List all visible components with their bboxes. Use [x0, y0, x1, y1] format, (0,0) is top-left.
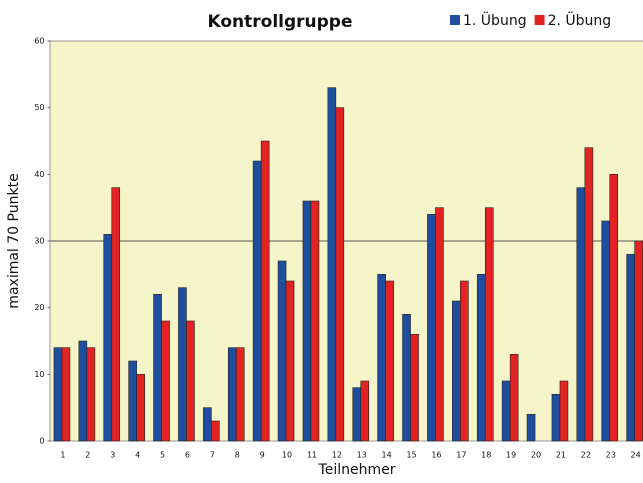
- x-tick-label: 18: [481, 451, 491, 460]
- bar: [161, 320, 170, 442]
- legend-swatch: [534, 15, 545, 25]
- bar: [601, 220, 611, 442]
- bar: [352, 387, 362, 442]
- x-tick-label: 24: [631, 451, 641, 460]
- y-tick-label: 0: [39, 437, 44, 446]
- bar: [584, 147, 594, 442]
- x-axis-label: Teilnehmer: [318, 462, 396, 478]
- bar: [427, 214, 436, 442]
- bar: [501, 380, 511, 442]
- x-tick-label: 6: [185, 451, 190, 460]
- bar: [111, 187, 121, 442]
- bar: [227, 347, 237, 442]
- bar: [211, 420, 220, 442]
- bar: [78, 340, 88, 442]
- bar: [61, 347, 71, 442]
- x-tick-label: 15: [406, 451, 416, 460]
- y-tick-label: 20: [34, 303, 44, 312]
- x-tick-label: 17: [456, 451, 466, 460]
- bar: [360, 380, 370, 442]
- bar: [559, 380, 569, 442]
- bar: [484, 207, 494, 442]
- bar: [302, 200, 312, 442]
- x-tick-label: 20: [531, 451, 541, 460]
- bar: [377, 274, 386, 442]
- bar: [260, 140, 270, 442]
- bar: [103, 234, 113, 442]
- bar: [634, 240, 643, 442]
- y-axis-label: maximal 70 Punkte: [6, 173, 22, 308]
- chart-title: Kontrollgruppe: [207, 12, 352, 32]
- x-tick-label: 22: [581, 451, 591, 460]
- x-tick-label: 8: [235, 451, 240, 460]
- bar: [252, 160, 262, 442]
- x-tick-label: 13: [357, 451, 367, 460]
- x-tick-label: 10: [282, 451, 292, 460]
- bar: [460, 280, 469, 442]
- y-tick-label: 40: [34, 170, 44, 179]
- bar: [526, 414, 536, 442]
- bar: [626, 254, 635, 442]
- x-tick-label: 19: [506, 451, 516, 460]
- legend-swatch: [450, 15, 460, 25]
- bar: [186, 320, 195, 442]
- bar: [609, 174, 619, 442]
- bar: [86, 347, 96, 442]
- y-tick-label: 10: [34, 370, 44, 379]
- x-tick-label: 7: [210, 451, 215, 460]
- bar: [128, 360, 137, 442]
- x-tick-label: 3: [110, 451, 115, 460]
- x-tick-label: 12: [332, 451, 342, 460]
- x-tick-label: 11: [307, 451, 317, 460]
- bar: [385, 280, 394, 442]
- bar: [178, 287, 187, 442]
- x-tick-label: 16: [431, 451, 441, 460]
- bar: [277, 260, 287, 442]
- bar: [203, 407, 212, 442]
- bar: [153, 294, 162, 442]
- bar: [435, 207, 444, 442]
- y-tick-label: 60: [34, 37, 44, 46]
- bar: [476, 274, 486, 442]
- legend-label: 2. Übung: [548, 11, 612, 29]
- x-tick-label: 2: [85, 451, 90, 460]
- bar: [235, 347, 245, 442]
- bar: [327, 87, 337, 442]
- x-tick-label: 21: [556, 451, 566, 460]
- bar: [285, 280, 295, 442]
- bar: [452, 300, 461, 442]
- bar: [136, 374, 145, 442]
- x-tick-label: 4: [135, 451, 140, 460]
- bar: [335, 107, 345, 442]
- bar: [310, 200, 320, 442]
- y-tick-label: 30: [34, 237, 44, 246]
- bar: [410, 334, 419, 442]
- bar: [576, 187, 586, 442]
- x-tick-label: 23: [606, 451, 616, 460]
- bar: [509, 354, 519, 442]
- legend-label: 1. Übung: [463, 11, 527, 29]
- x-tick-label: 14: [382, 451, 392, 460]
- bar: [551, 394, 561, 442]
- y-tick-label: 50: [34, 103, 44, 112]
- x-tick-label: 5: [160, 451, 165, 460]
- x-tick-label: 9: [260, 451, 265, 460]
- bar: [53, 347, 63, 442]
- bar: [402, 314, 411, 442]
- x-tick-label: 1: [60, 451, 65, 460]
